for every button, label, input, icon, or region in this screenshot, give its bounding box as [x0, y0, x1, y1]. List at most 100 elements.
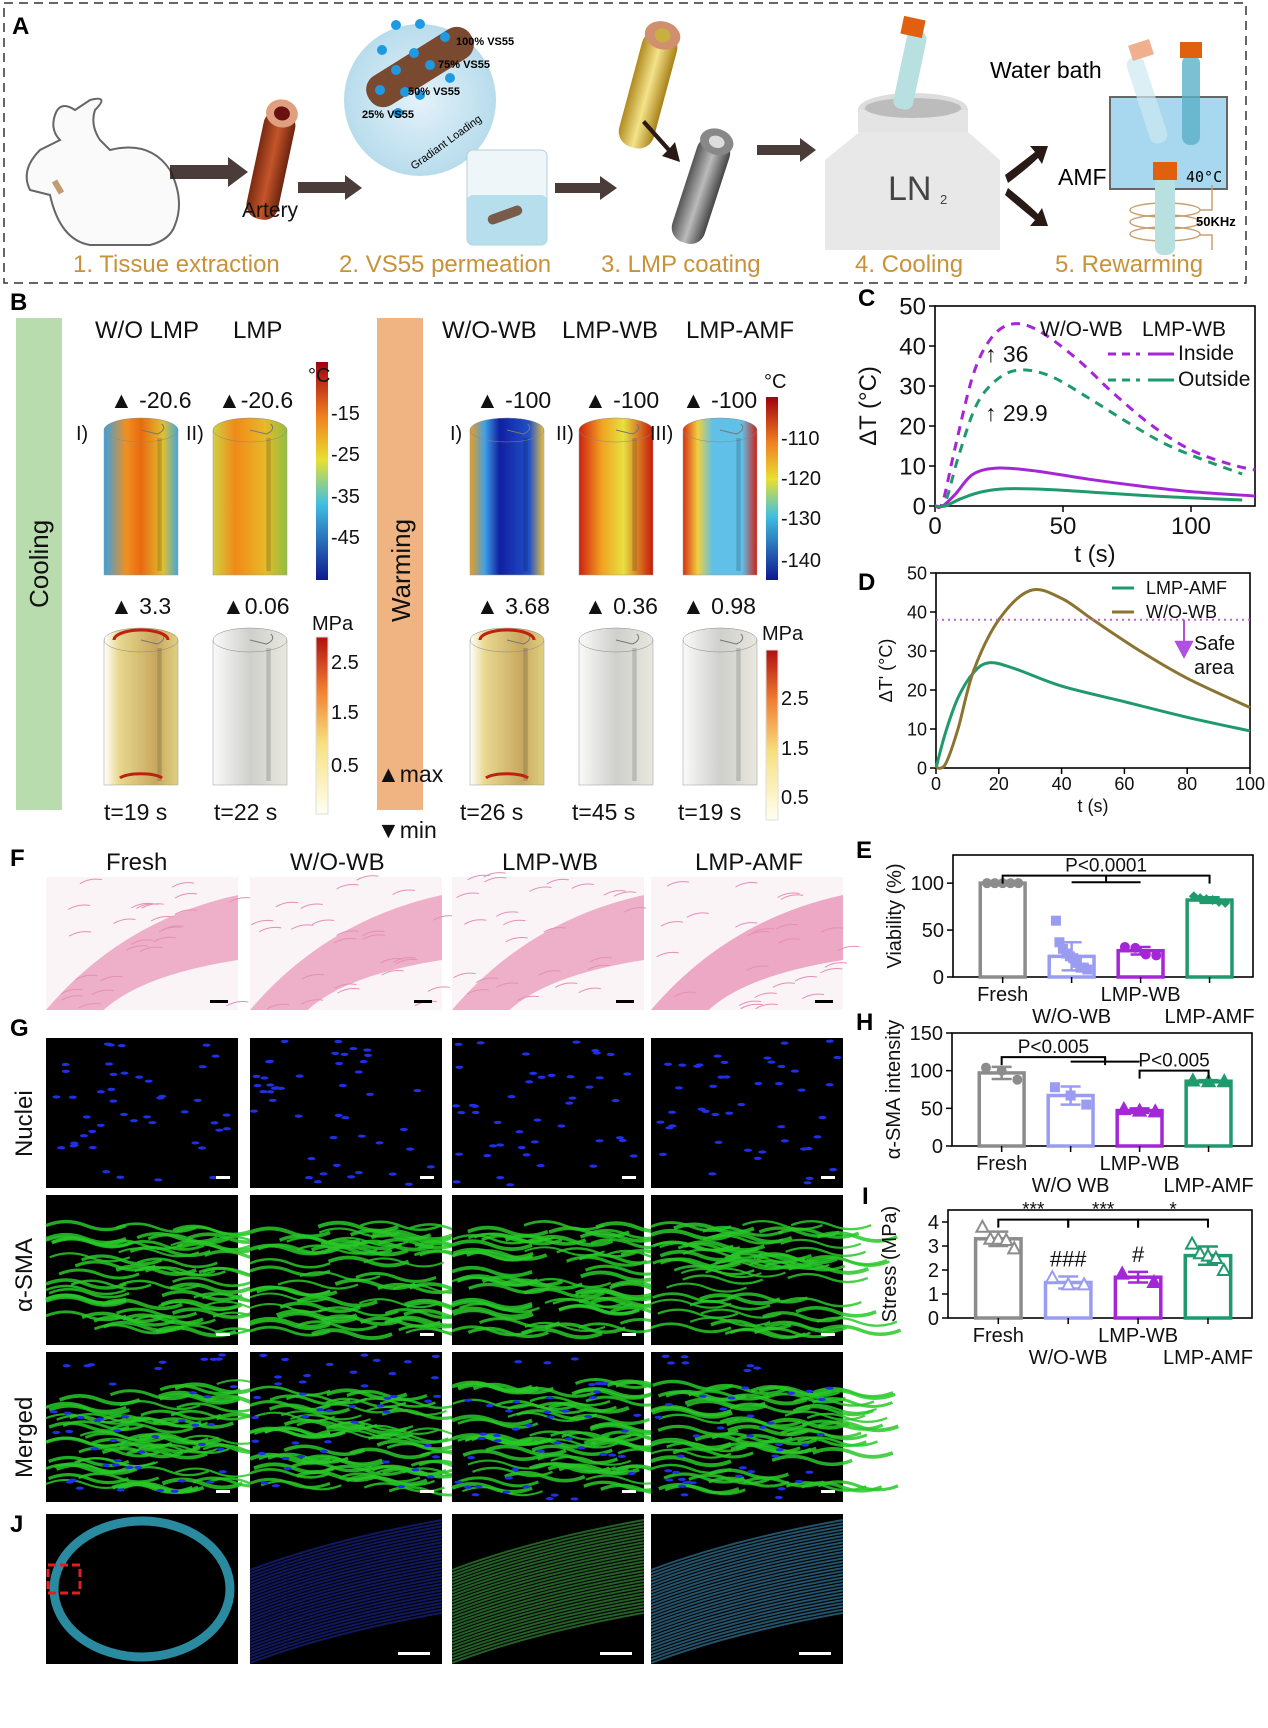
sma-fiber	[702, 1225, 784, 1237]
tissue-fiber	[91, 989, 114, 996]
nucleus	[780, 1041, 789, 1045]
nucleus	[347, 1175, 356, 1179]
cooling-stress-tick: 0.5	[331, 755, 359, 777]
panel-label-j: J	[10, 1511, 23, 1538]
tissue-layer	[650, 1611, 844, 1664]
series-line	[934, 368, 1243, 509]
tissue-layer	[650, 1576, 844, 1629]
tissue-fiber	[275, 901, 299, 908]
data-point	[1185, 1072, 1201, 1087]
nucleus	[180, 1110, 189, 1114]
tissue-fiber	[529, 886, 552, 892]
nucleus	[382, 1460, 391, 1464]
stress-max-wo-lmp: ▲ 3.3	[110, 593, 171, 619]
tissue-fiber	[150, 915, 174, 922]
sma-fiber	[451, 1297, 533, 1310]
nucleus	[366, 1092, 375, 1096]
scale-bar	[398, 1652, 430, 1655]
tissue-fiber	[837, 945, 860, 952]
scale-bar	[616, 1000, 634, 1003]
panel-label-b: B	[10, 289, 27, 316]
significance-subbracket	[1070, 1057, 1140, 1063]
nucleus	[135, 1075, 144, 1079]
tissue-layer	[451, 1544, 645, 1597]
nucleus	[413, 1089, 422, 1093]
legend-header: LMP-WB	[1142, 318, 1226, 341]
f-header-lmp-amf: LMP-AMF	[695, 849, 803, 876]
tissue-fiber	[300, 999, 324, 1005]
cutaway-wall	[736, 438, 741, 571]
nucleus	[260, 1481, 269, 1485]
panel-j: J	[10, 1511, 844, 1664]
tissue-fiber	[266, 1003, 290, 1010]
step-3-label: 3. LMP coating	[601, 251, 761, 278]
temp-max-wo-lmp: ▲ -20.6	[110, 387, 192, 413]
sma-fiber	[568, 1413, 651, 1425]
nuclei-image	[651, 1038, 843, 1188]
nucleus	[113, 1429, 122, 1433]
nuclei-image	[46, 1038, 238, 1188]
nucleus	[158, 1094, 167, 1098]
nucleus	[522, 1153, 531, 1157]
nucleus	[780, 1139, 789, 1143]
sma-fiber	[45, 1295, 127, 1307]
nucleus	[564, 1437, 573, 1441]
safe-area-label: Safe	[1194, 633, 1235, 655]
sma-fiber	[652, 1292, 734, 1303]
sma-fiber	[666, 1282, 747, 1293]
nucleus	[120, 1415, 129, 1419]
nucleus	[663, 1062, 672, 1066]
sma-fiber	[578, 1296, 660, 1308]
cutaway-edge	[615, 633, 640, 645]
sma-fiber	[501, 1278, 584, 1290]
vessel-wall-tissue	[651, 895, 843, 1010]
time-wo-lmp: t=19 s	[104, 799, 167, 825]
x-tick-label: LMP-AMF	[1165, 1006, 1255, 1028]
tissue-fiber	[226, 1000, 249, 1007]
nucleus	[151, 1434, 160, 1439]
sma-fiber	[249, 1319, 331, 1331]
sma-fiber	[452, 1251, 534, 1262]
nucleus	[818, 1115, 827, 1120]
y-tick-label: 1	[928, 1284, 939, 1306]
significance-bracket	[1137, 1218, 1209, 1228]
nucleus	[743, 1368, 752, 1373]
nucleus	[209, 1357, 218, 1361]
cross-section-image	[46, 1514, 238, 1664]
min-legend: ▼min	[377, 817, 437, 843]
nucleus	[665, 1126, 674, 1130]
nucleus	[658, 1152, 667, 1156]
tissue-fiber	[60, 988, 84, 995]
tissue-fiber	[516, 995, 539, 1002]
nucleus	[584, 1415, 593, 1419]
step-2-label: 2. VS55 permeation	[339, 251, 551, 278]
y-tick-label: 4	[928, 1212, 939, 1234]
data-point	[1060, 1276, 1076, 1291]
he-stain-image	[250, 875, 456, 1010]
nucleus	[589, 1164, 598, 1168]
nucleus	[566, 1075, 575, 1079]
sma-fiber	[249, 1468, 331, 1479]
tissue-layer	[451, 1522, 645, 1575]
tissue-fiber	[337, 988, 360, 994]
series-line	[935, 588, 1251, 770]
nucleus	[109, 1072, 118, 1076]
row-label-nuclei: Nuclei	[11, 1090, 38, 1157]
sma-fiber	[84, 1431, 166, 1443]
sma-fiber	[249, 1285, 331, 1296]
artery-illustration	[246, 99, 298, 220]
y-tick-label: 100	[910, 1061, 943, 1083]
header-wo-lmp: W/O LMP	[95, 317, 199, 344]
sma-fiber	[256, 1286, 338, 1298]
lmp-coated-vessel	[618, 21, 681, 149]
arrow-split-down-icon	[1005, 188, 1048, 226]
data-point	[1006, 1240, 1022, 1255]
cooling-temp-colorbar	[316, 362, 328, 580]
sma-fiber	[700, 1308, 782, 1319]
nucleus	[452, 1180, 461, 1184]
nucleus	[661, 1354, 670, 1358]
tissue-layer	[249, 1583, 443, 1635]
tissue-fiber	[587, 964, 610, 971]
nucleus	[303, 1374, 312, 1378]
